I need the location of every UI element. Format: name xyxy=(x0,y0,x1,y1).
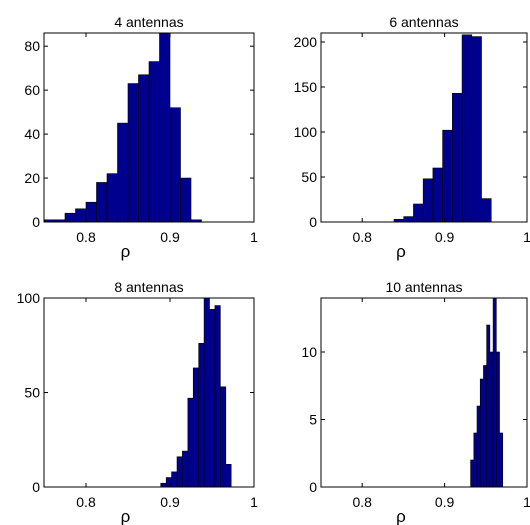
histogram-bar xyxy=(476,405,481,488)
y-tick-label: 10 xyxy=(301,344,317,360)
panel-title: 4 antennas xyxy=(114,14,183,30)
x-tick-label: 0.9 xyxy=(435,229,455,245)
histogram-bar xyxy=(209,309,216,488)
histogram-bar xyxy=(192,367,199,488)
y-tick-label: 80 xyxy=(24,38,40,54)
histogram-bar xyxy=(486,324,491,488)
y-tick-label: 100 xyxy=(294,124,318,140)
histogram-bar xyxy=(481,198,492,223)
x-tick-label: 0.8 xyxy=(352,229,372,245)
histogram-bar xyxy=(169,107,181,223)
histogram-bar xyxy=(403,216,414,223)
histogram-bar xyxy=(496,351,500,488)
histogram-bar xyxy=(138,74,150,223)
histogram-bar xyxy=(413,203,424,223)
histogram-bar xyxy=(148,61,160,223)
x-axis-label: ρ xyxy=(121,507,131,525)
histogram-bar xyxy=(75,208,87,223)
x-tick-label: 0.9 xyxy=(160,494,180,510)
y-tick-label: 20 xyxy=(24,170,40,186)
histogram-bar xyxy=(117,122,129,223)
histogram-bar xyxy=(225,464,232,488)
y-tick-label: 100 xyxy=(17,290,41,306)
y-tick-label: 0 xyxy=(32,479,40,495)
panel-title: 8 antennas xyxy=(114,279,183,295)
axes-frame xyxy=(43,32,255,223)
y-tick-label: 150 xyxy=(294,79,318,95)
histogram-bar xyxy=(214,305,221,488)
x-tick-label: 0.9 xyxy=(435,494,455,510)
histogram-bar xyxy=(180,177,192,223)
histogram-bar xyxy=(499,432,504,488)
y-tick-label: 50 xyxy=(301,169,317,185)
histogram-bar xyxy=(176,456,183,488)
y-tick-label: 40 xyxy=(24,126,40,142)
x-tick-label: 1 xyxy=(523,494,530,510)
histogram-bar xyxy=(473,432,478,488)
histogram-bar xyxy=(64,212,76,223)
histogram-bar xyxy=(483,365,487,488)
axes-frame xyxy=(320,32,528,223)
histogram-bar xyxy=(182,450,189,488)
histogram-bar xyxy=(203,297,210,488)
histogram-panel-4-antennas: 0.8 0.9 1 0 20 40 60 80 4 antennas ρ xyxy=(24,14,258,261)
axes-frame xyxy=(320,297,528,488)
y-tick-label: 0 xyxy=(309,214,317,230)
histogram-bar xyxy=(85,201,97,223)
y-tick-label: 60 xyxy=(24,82,40,98)
x-tick-label: 0.9 xyxy=(160,229,180,245)
histogram-bar xyxy=(106,173,118,223)
y-tick-label: 0 xyxy=(32,214,40,230)
histogram-bar xyxy=(171,471,178,488)
x-axis-label: ρ xyxy=(396,507,406,525)
x-axis-label: ρ xyxy=(121,242,131,261)
panel-title: 6 antennas xyxy=(389,14,458,30)
x-tick-label: 1 xyxy=(523,229,530,245)
histogram-bar xyxy=(160,482,167,488)
x-tick-label: 0.8 xyxy=(76,494,96,510)
histogram-bar xyxy=(198,343,205,488)
histogram-bar xyxy=(422,178,434,223)
histogram-bar xyxy=(127,83,139,223)
histogram-bar xyxy=(432,167,443,223)
x-axis-label: ρ xyxy=(396,242,406,261)
histogram-bar xyxy=(187,397,194,488)
histogram-bar xyxy=(479,378,484,488)
x-tick-label: 0.8 xyxy=(76,229,96,245)
histogram-bar xyxy=(461,34,473,223)
histogram-bar xyxy=(96,182,108,223)
histogram-panel-6-antennas: 0.8 0.9 1 0 50 100 150 200 6 antennas ρ xyxy=(294,14,530,261)
histogram-bar xyxy=(220,386,227,488)
histogram-bar xyxy=(159,32,171,223)
histogram-panel-8-antennas: 0.8 0.9 1 0 50 100 8 antennas ρ xyxy=(17,279,258,525)
x-tick-label: 0.8 xyxy=(352,494,372,510)
histogram-bar xyxy=(452,93,463,223)
histogram-bar xyxy=(470,459,475,488)
y-tick-label: 0 xyxy=(309,479,317,495)
y-tick-label: 50 xyxy=(24,385,40,401)
y-tick-label: 200 xyxy=(294,34,318,50)
x-tick-label: 1 xyxy=(250,229,258,245)
histogram-bar xyxy=(489,351,494,488)
histogram-bar xyxy=(471,36,482,223)
histogram-bar xyxy=(165,477,172,488)
x-tick-label: 1 xyxy=(250,494,258,510)
histogram-bar xyxy=(492,297,497,488)
y-tick-label: 5 xyxy=(309,412,317,428)
histogram-bar xyxy=(442,129,453,223)
panel-title: 10 antennas xyxy=(385,279,462,295)
